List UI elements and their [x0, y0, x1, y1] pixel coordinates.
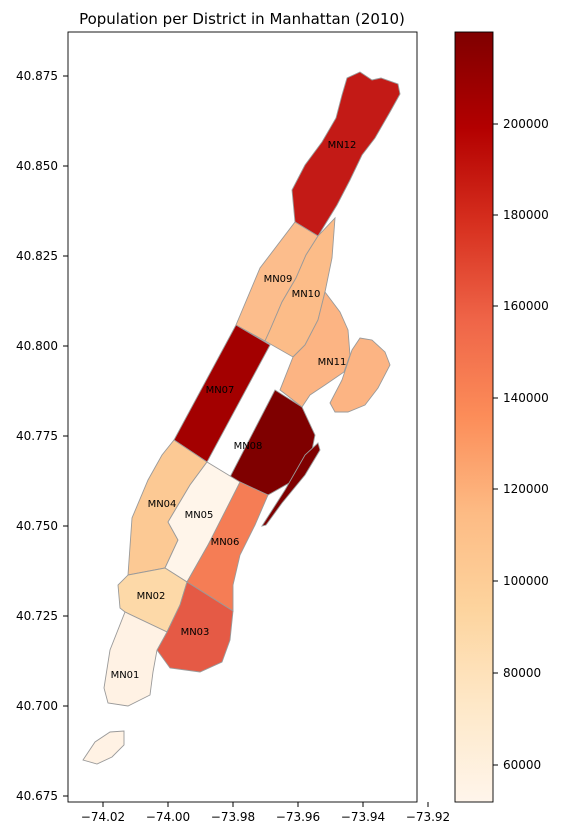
- y-tick-label: 40.800: [16, 339, 58, 353]
- y-tick-label: 40.725: [16, 609, 58, 623]
- colorbar-gradient: [454, 31, 494, 803]
- y-tick-label: 40.825: [16, 249, 58, 263]
- y-tick-label: 40.875: [16, 69, 58, 83]
- district-layer: [82, 71, 401, 765]
- label-MN05: MN05: [185, 510, 214, 521]
- district-MN08-island: [261, 442, 321, 527]
- cb-tick-label: 80000: [503, 666, 541, 680]
- y-tick-label: 40.750: [16, 519, 58, 533]
- district-MN01: [103, 611, 168, 707]
- cb-tick-label: 120000: [503, 482, 549, 496]
- cb-tick-label: 100000: [503, 574, 549, 588]
- district-MN12: [291, 71, 401, 237]
- label-MN07: MN07: [206, 385, 235, 396]
- label-MN02: MN02: [137, 591, 166, 602]
- label-MN12: MN12: [328, 140, 357, 151]
- label-MN04: MN04: [148, 499, 177, 510]
- label-MN01: MN01: [111, 670, 140, 681]
- cb-tick-label: 60000: [503, 758, 541, 772]
- district-MN03: [156, 581, 234, 673]
- label-MN09: MN09: [264, 274, 293, 285]
- map-title: Population per District in Manhattan (20…: [79, 10, 405, 28]
- x-tick-label: −73.98: [211, 810, 255, 824]
- x-axis: −74.02 −74.00 −73.98 −73.96 −73.94 −73.9…: [81, 802, 450, 824]
- label-MN10: MN10: [292, 289, 321, 300]
- colorbar: 60000 80000 100000 120000 140000 160000 …: [454, 31, 549, 803]
- y-tick-label: 40.775: [16, 429, 58, 443]
- district-MN06: [186, 481, 269, 612]
- district-MN11-island: [329, 337, 391, 413]
- label-MN06: MN06: [211, 537, 240, 548]
- cb-tick-label: 160000: [503, 299, 549, 313]
- x-tick-label: −73.94: [341, 810, 385, 824]
- y-tick-label: 40.850: [16, 159, 58, 173]
- cb-tick-label: 140000: [503, 391, 549, 405]
- plot-frame: [67, 31, 418, 803]
- y-axis: 40.875 40.850 40.825 40.800 40.775 40.75…: [16, 69, 68, 803]
- x-tick-label: −74.00: [146, 810, 190, 824]
- label-MN08: MN08: [234, 441, 263, 452]
- label-MN11: MN11: [318, 357, 347, 368]
- x-tick-label: −74.02: [81, 810, 125, 824]
- y-tick-label: 40.700: [16, 699, 58, 713]
- district-MN01-island: [82, 730, 125, 765]
- y-tick-label: 40.675: [16, 789, 58, 803]
- x-tick-label: −73.96: [276, 810, 320, 824]
- cb-tick-label: 180000: [503, 208, 549, 222]
- district-labels: MN12 MN09 MN10 MN11 MN07 MN08 MN04 MN05 …: [111, 140, 357, 681]
- cb-tick-label: 200000: [503, 117, 549, 131]
- label-MN03: MN03: [181, 627, 210, 638]
- x-tick-label: −73.92: [406, 810, 450, 824]
